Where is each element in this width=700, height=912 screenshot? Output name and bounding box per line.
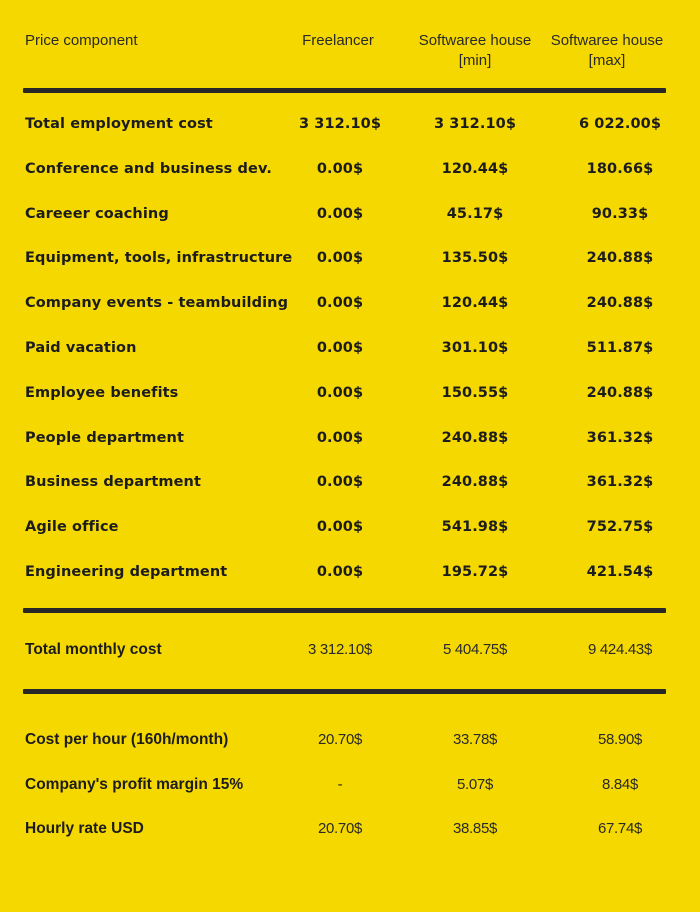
rate-row: Company's profit margin 15% - 5.07$ 8.84…: [0, 773, 700, 797]
row-label: Cost per hour (160h/month): [25, 731, 229, 748]
cell-freelancer: 0.00$: [316, 206, 364, 222]
cell-house-max: 240.88$: [586, 295, 654, 311]
row-label: Total monthly cost: [25, 641, 162, 658]
row-label: Conference and business dev.: [25, 161, 272, 177]
cell-house-max: 180.66$: [586, 161, 654, 177]
cell-house-min: 541.98$: [441, 519, 509, 535]
row-label: Equipment, tools, infrastructure: [25, 250, 293, 266]
table-row: Engineering department 0.00$ 195.72$ 421…: [0, 560, 700, 584]
row-label: Company's profit margin 15%: [25, 776, 244, 793]
table-row: Business department 0.00$ 240.88$ 361.32…: [0, 470, 700, 494]
cell-house-max: 752.75$: [586, 519, 654, 535]
cell-house-min: 120.44$: [441, 161, 509, 177]
table-row: Equipment, tools, infrastructure 0.00$ 1…: [0, 246, 700, 270]
cell-freelancer: 0.00$: [316, 250, 364, 266]
row-label: Careeer coaching: [25, 206, 169, 222]
cell-house-min: 195.72$: [441, 564, 509, 580]
cell-freelancer: 3 312.10$: [298, 116, 382, 132]
cell-freelancer: 0.00$: [316, 474, 364, 490]
rate-row: Hourly rate USD 20.70$ 38.85$ 67.74$: [0, 817, 700, 841]
table-row: Conference and business dev. 0.00$ 120.4…: [0, 157, 700, 181]
cell-house-min: 45.17$: [446, 206, 504, 222]
row-label: People department: [25, 430, 185, 446]
divider-after-total: [23, 689, 666, 694]
row-label: Agile office: [25, 519, 119, 535]
cell-house-max: 6 022.00$: [578, 116, 662, 132]
cell-house-max: 90.33$: [591, 206, 649, 222]
cell-house-max: 240.88$: [586, 385, 654, 401]
cell-house-min: 301.10$: [441, 340, 509, 356]
table-row: Employee benefits 0.00$ 150.55$ 240.88$: [0, 381, 700, 405]
row-label: Paid vacation: [25, 340, 137, 356]
cell-house-min: 120.44$: [441, 295, 509, 311]
cell-house-max: 361.32$: [586, 474, 654, 490]
cell-freelancer: -: [337, 776, 343, 793]
cell-freelancer: 0.00$: [316, 519, 364, 535]
cell-freelancer: 0.00$: [316, 564, 364, 580]
cell-house-max: 421.54$: [586, 564, 654, 580]
row-label: Employee benefits: [25, 385, 179, 401]
cell-house-max: 9 424.43$: [587, 641, 653, 658]
cell-house-min: 5.07$: [456, 776, 494, 793]
divider-header: [23, 88, 666, 93]
cell-house-min: 5 404.75$: [442, 641, 508, 658]
cell-house-min: 240.88$: [441, 474, 509, 490]
header-software-house-min: Softwaree house [min]: [415, 31, 535, 71]
cell-house-min: 240.88$: [441, 430, 509, 446]
cell-freelancer: 3 312.10$: [307, 641, 373, 658]
row-label: Total employment cost: [25, 116, 213, 132]
row-label: Company events - teambuilding: [25, 295, 289, 311]
header-software-house-max-line2: [max]: [588, 52, 626, 69]
cell-freelancer: 20.70$: [317, 731, 363, 748]
cell-house-max: 511.87$: [586, 340, 654, 356]
cell-house-min: 3 312.10$: [433, 116, 517, 132]
cell-freelancer: 20.70$: [317, 820, 363, 837]
table-row: Careeer coaching 0.00$ 45.17$ 90.33$: [0, 202, 700, 226]
cell-freelancer: 0.00$: [316, 340, 364, 356]
cell-house-max: 8.84$: [601, 776, 639, 793]
cell-house-min: 150.55$: [441, 385, 509, 401]
row-label: Hourly rate USD: [25, 820, 144, 837]
header-price-component: Price component: [25, 32, 138, 49]
cell-freelancer: 0.00$: [316, 430, 364, 446]
table-row: Company events - teambuilding 0.00$ 120.…: [0, 291, 700, 315]
table-row: People department 0.00$ 240.88$ 361.32$: [0, 426, 700, 450]
header-freelancer: Freelancer: [302, 32, 374, 49]
table-row: Paid vacation 0.00$ 301.10$ 511.87$: [0, 336, 700, 360]
table-row: Total employment cost 3 312.10$ 3 312.10…: [0, 112, 700, 136]
cell-house-max: 58.90$: [597, 731, 643, 748]
cell-freelancer: 0.00$: [316, 295, 364, 311]
rate-row: Cost per hour (160h/month) 20.70$ 33.78$…: [0, 728, 700, 752]
header-software-house-max-line1: Softwaree house: [550, 32, 664, 49]
cell-house-max: 240.88$: [586, 250, 654, 266]
cell-freelancer: 0.00$: [316, 385, 364, 401]
cell-house-min: 135.50$: [441, 250, 509, 266]
divider-before-total: [23, 608, 666, 613]
header-software-house-min-line1: Softwaree house: [418, 32, 532, 49]
cell-house-min: 38.85$: [452, 820, 498, 837]
total-row: Total monthly cost 3 312.10$ 5 404.75$ 9…: [0, 638, 700, 662]
row-label: Business department: [25, 474, 201, 490]
header-software-house-min-line2: [min]: [458, 52, 492, 69]
cell-house-max: 361.32$: [586, 430, 654, 446]
cell-freelancer: 0.00$: [316, 161, 364, 177]
cell-house-min: 33.78$: [452, 731, 498, 748]
row-label: Engineering department: [25, 564, 228, 580]
cell-house-max: 67.74$: [597, 820, 643, 837]
table-row: Agile office 0.00$ 541.98$ 752.75$: [0, 515, 700, 539]
table-header: Price component Freelancer Softwaree hou…: [0, 31, 700, 81]
header-software-house-max: Softwaree house [max]: [546, 31, 668, 71]
